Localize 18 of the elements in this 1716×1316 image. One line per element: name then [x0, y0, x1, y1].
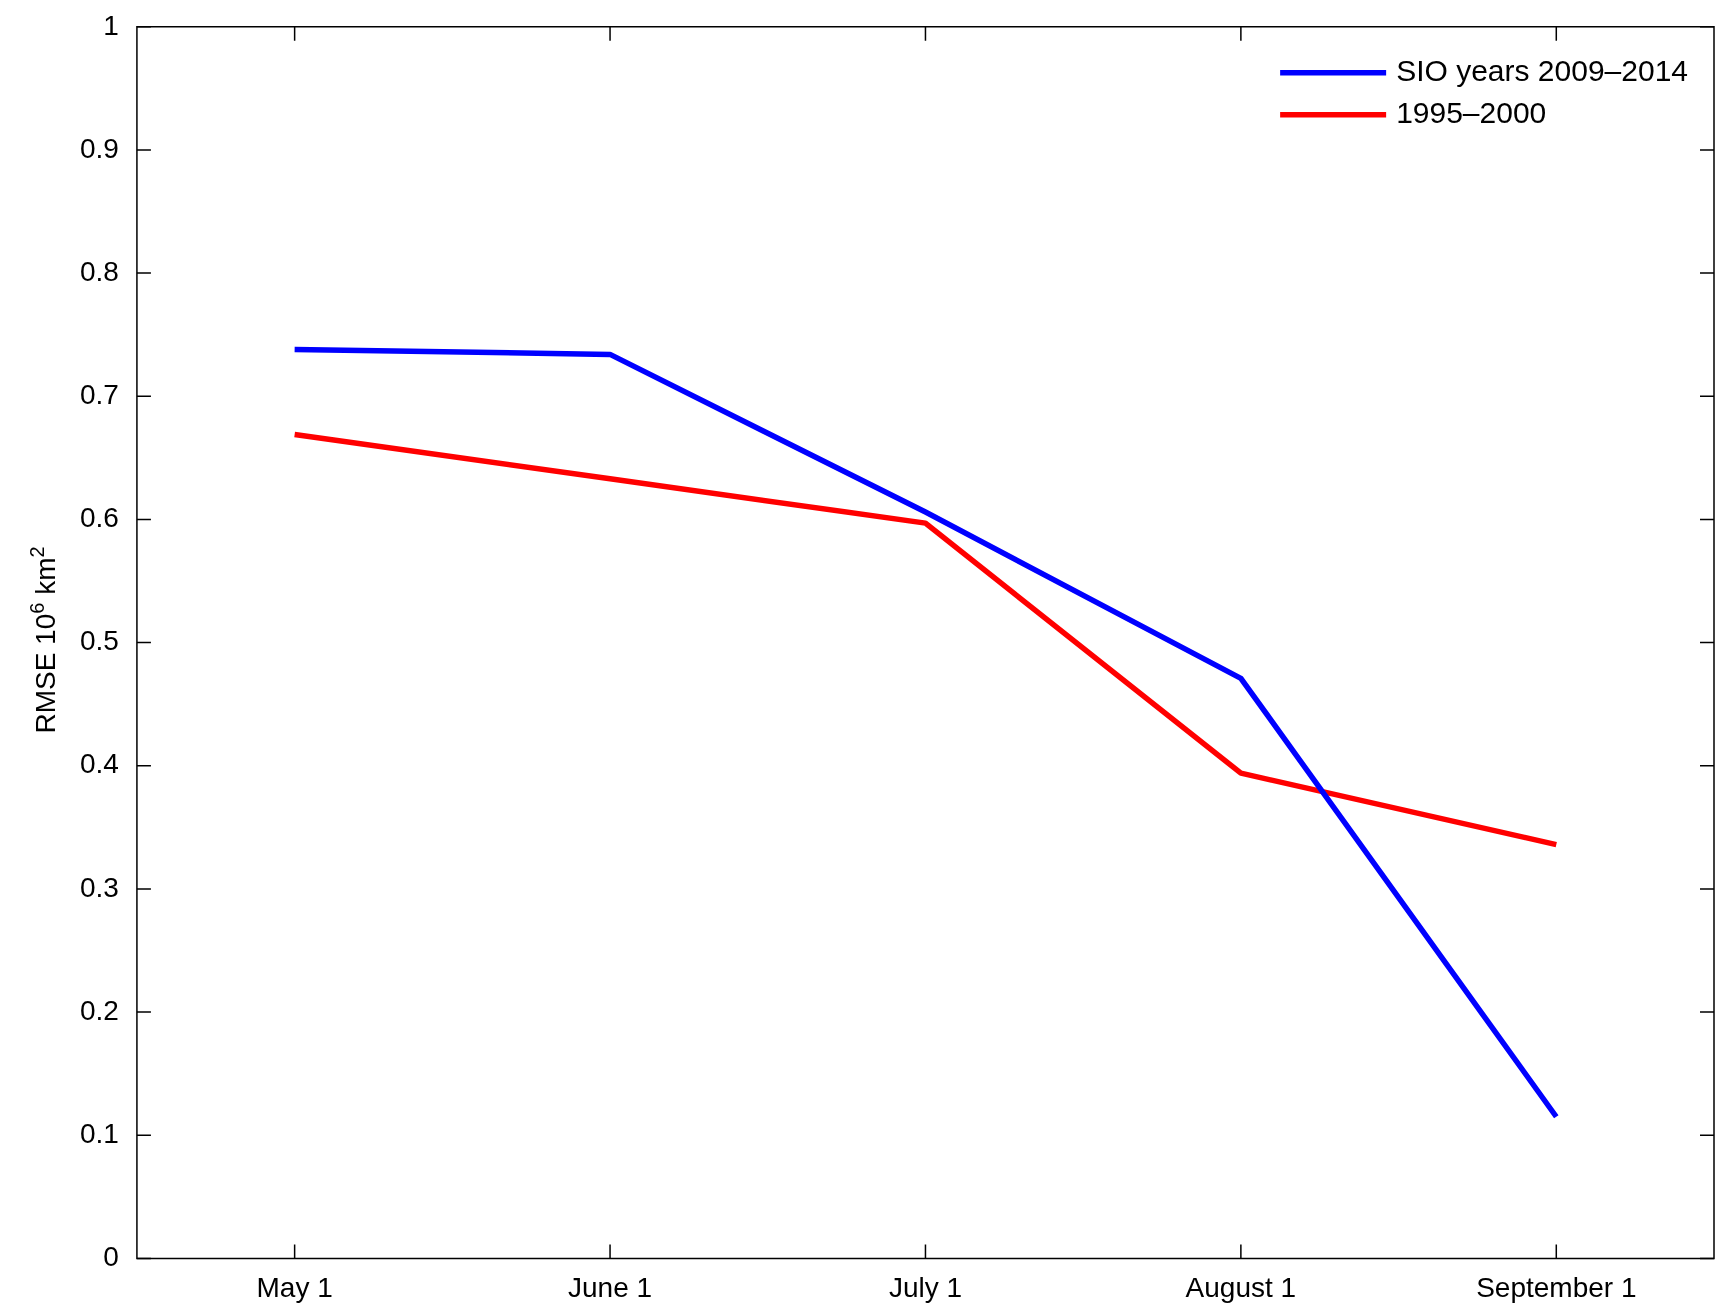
y-tick-label: 0.6 [79, 502, 119, 534]
legend-label: SIO years 2009–2014 [1396, 54, 1688, 88]
legend-label: 1995–2000 [1396, 96, 1547, 130]
x-tick-label: July 1 [888, 1271, 963, 1303]
x-tick-label: September 1 [1476, 1271, 1637, 1303]
y-tick-label: 0.3 [79, 871, 119, 903]
y-tick-label: 0.4 [79, 748, 119, 780]
y-tick-label: 1 [103, 9, 119, 41]
y-tick-label: 0 [103, 1241, 119, 1273]
x-tick-label: May 1 [256, 1271, 333, 1303]
y-tick-label: 0.5 [79, 625, 119, 657]
y-tick-label: 0.1 [79, 1117, 119, 1149]
y-tick-label: 0.2 [79, 994, 119, 1026]
x-tick-label: June 1 [568, 1271, 653, 1303]
y-tick-label: 0.8 [79, 255, 119, 287]
x-tick-label: August 1 [1185, 1271, 1297, 1303]
y-tick-label: 0.9 [79, 132, 119, 164]
y-tick-label: 0.7 [79, 379, 119, 410]
